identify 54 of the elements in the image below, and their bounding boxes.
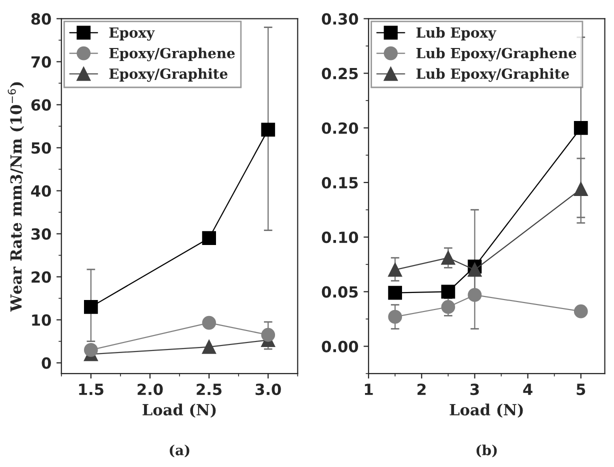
x-tick-label: 3.0 [256, 384, 281, 396]
y-tick-label: 0.00 [322, 340, 358, 352]
x-tick-label: 3 [470, 384, 479, 396]
x-tick-label: 1.5 [79, 384, 104, 396]
y-tick-label: 40 [31, 185, 51, 197]
y-tick-label: 20 [32, 271, 51, 283]
point [574, 304, 588, 318]
y-tick-label: 0.30 [322, 13, 358, 25]
point [84, 342, 98, 357]
y-tick-label: 60 [31, 99, 51, 111]
legend-label: Epoxy/Graphite [109, 68, 228, 82]
y-tick-label: 0.20 [322, 122, 358, 134]
point [574, 182, 588, 196]
point [84, 300, 98, 314]
point [441, 250, 456, 265]
legend-label: Lub Epoxy [416, 27, 496, 41]
point [468, 262, 482, 277]
point [574, 120, 588, 135]
point [202, 231, 216, 246]
x-axis-title: Load (N) [142, 404, 216, 418]
x-tick-label: 4 [523, 384, 532, 395]
point [388, 286, 402, 300]
y-tick-label: 0.05 [322, 286, 358, 298]
point [202, 340, 216, 354]
legend-label: Lub Epoxy/Graphite [416, 68, 570, 82]
y-tick-label: 0.15 [322, 176, 358, 189]
x-tick-label: 5 [576, 384, 586, 396]
y-tick-label: 30 [31, 228, 51, 240]
x-axis-title: Load (N) [450, 404, 523, 418]
y-tick-label: 70 [31, 56, 51, 68]
y-tick-label: 80 [31, 13, 51, 25]
y-axis-title: Wear Rate mm3/Nm (10$^{−6}$) [8, 82, 24, 312]
legend-label: Epoxy/Graphene [109, 48, 235, 62]
point [441, 300, 456, 314]
legend-label: Lub Epoxy/Graphene [416, 48, 576, 62]
x-tick-label: 2.0 [138, 384, 163, 396]
point [261, 328, 276, 342]
y-tick-label: 0 [42, 357, 51, 369]
x-tick-label: 1 [364, 384, 373, 395]
point [468, 288, 482, 302]
y-tick-label: 0.25 [322, 68, 358, 80]
x-tick-label: 2 [418, 384, 426, 395]
y-tick-label: 50 [32, 142, 51, 154]
x-tick-label: 2.5 [196, 384, 222, 396]
point [261, 122, 276, 137]
legend-label: Epoxy [109, 27, 155, 41]
text: (b) [476, 444, 497, 458]
text: (a) [170, 444, 190, 458]
y-tick-label: 10 [32, 314, 51, 326]
point [388, 310, 402, 324]
point [441, 284, 456, 299]
point [388, 262, 402, 277]
point [202, 316, 216, 330]
y-tick-label: 0.10 [322, 232, 358, 244]
